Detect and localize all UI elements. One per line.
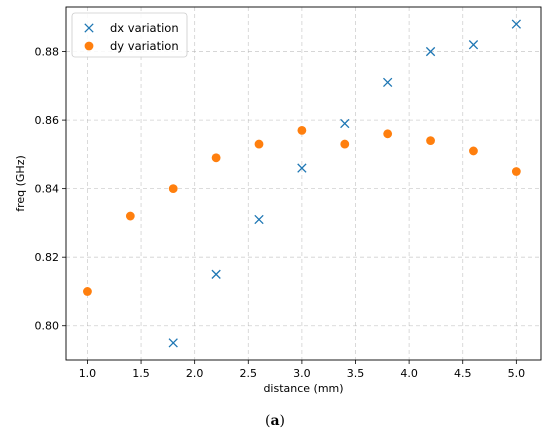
x-tick-label: 4.0	[400, 367, 418, 380]
x-tick-label: 3.5	[347, 367, 365, 380]
x-axis-label: distance (mm)	[263, 382, 343, 395]
x-tick-label: 2.0	[186, 367, 204, 380]
data-point	[469, 146, 478, 156]
x-tick-label: 1.5	[132, 367, 150, 380]
legend-marker	[84, 41, 94, 51]
caption-open: (	[264, 413, 271, 429]
data-point	[383, 129, 393, 139]
x-tick-label: 2.5	[240, 367, 258, 380]
data-point	[340, 139, 350, 149]
series-dx-variation	[168, 19, 521, 348]
x-tick-label: 5.0	[508, 367, 526, 380]
legend-marker	[84, 23, 94, 33]
data-point	[254, 139, 264, 149]
caption-close: )	[279, 413, 285, 429]
legend-label: dy variation	[110, 39, 179, 53]
grid	[66, 7, 541, 360]
y-tick-label: 0.80	[35, 320, 60, 333]
caption-letter: a	[270, 413, 280, 429]
x-tick-label: 4.5	[454, 367, 472, 380]
y-tick-label: 0.86	[35, 114, 60, 127]
data-point	[211, 269, 221, 279]
data-point	[425, 46, 436, 57]
data-point	[511, 167, 521, 176]
data-point	[511, 19, 521, 29]
axis-ticks: 1.0 1.5 2.0 2.5 3.0 3.5 4.0 4.5 5.0 0.80 0.82 0.84 0…	[35, 46, 526, 380]
x-tick-label: 1.0	[79, 367, 97, 380]
y-tick-label: 0.82	[35, 251, 60, 264]
data-point	[297, 125, 307, 135]
data-point	[83, 287, 92, 296]
y-tick-label: 0.88	[35, 46, 60, 59]
data-point	[211, 153, 221, 163]
legend-entries: dx variation dy variation	[84, 21, 179, 53]
data-point	[125, 211, 135, 221]
legend-box	[71, 12, 188, 58]
scatter-chart: 1.0 1.5 2.0 2.5 3.0 3.5 4.0 4.5 5.0 0.80 0.82 0.84 0…	[14, 6, 542, 395]
data-point	[168, 338, 178, 348]
data-point	[468, 40, 479, 50]
figure-caption: (a)	[0, 413, 550, 429]
data-point	[383, 77, 393, 88]
legend-entry: dx variation	[84, 21, 179, 35]
x-tick-label: 3.0	[293, 367, 311, 380]
series-dy-variation	[83, 125, 521, 296]
data-point	[426, 136, 435, 146]
legend-label: dx variation	[110, 21, 179, 35]
data-point	[340, 118, 350, 129]
data-point	[297, 163, 307, 173]
y-axis-label: freq (GHz)	[14, 155, 27, 212]
legend-entry: dy variation	[84, 39, 179, 53]
y-tick-label: 0.84	[35, 183, 60, 196]
plot-frame	[65, 6, 542, 361]
data-point	[254, 214, 264, 225]
data-point	[168, 184, 178, 194]
legend: dx variation dy variation	[71, 12, 188, 58]
data-marks	[83, 19, 521, 348]
